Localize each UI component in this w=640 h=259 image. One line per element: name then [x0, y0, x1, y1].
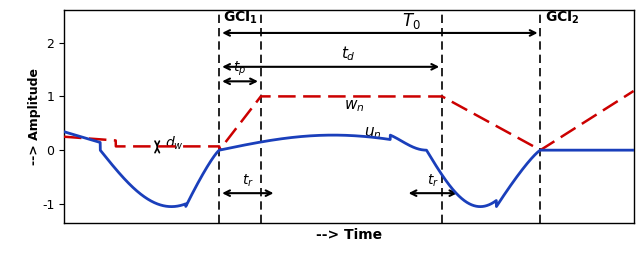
Y-axis label: --> Amplitude: --> Amplitude [28, 68, 40, 165]
Text: $t_r$: $t_r$ [242, 172, 254, 189]
Text: $d_w$: $d_w$ [165, 135, 184, 152]
Text: $w_n$: $w_n$ [344, 98, 364, 114]
Text: $u_n$: $u_n$ [364, 125, 382, 141]
X-axis label: --> Time: --> Time [316, 228, 382, 242]
Text: $\mathbf{GCI_1}$: $\mathbf{GCI_1}$ [223, 10, 259, 26]
Text: $t_d$: $t_d$ [341, 44, 356, 62]
Text: $T_0$: $T_0$ [401, 11, 420, 31]
Text: $t_p$: $t_p$ [234, 60, 246, 78]
Text: $\mathbf{GCI_2}$: $\mathbf{GCI_2}$ [545, 10, 579, 26]
Text: $t_r$: $t_r$ [427, 172, 438, 189]
